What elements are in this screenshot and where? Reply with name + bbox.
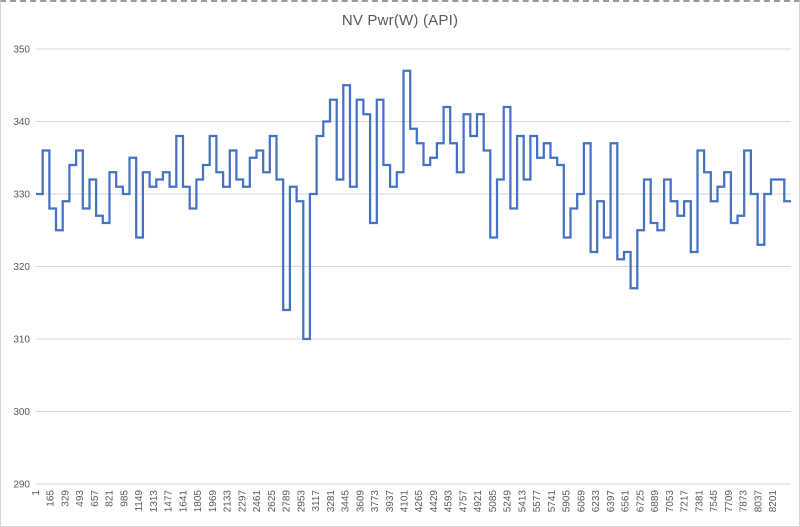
data-series-line	[36, 69, 791, 341]
x-axis-tick-label: 1805	[193, 490, 204, 513]
data-series	[36, 69, 791, 341]
x-axis-tick-label: 5249	[503, 490, 514, 513]
x-axis-tick-label: 7873	[739, 490, 750, 513]
y-axis-labels: 290 300 310 320 330 340 350	[13, 45, 30, 491]
x-axis-tick-label: 1477	[164, 490, 175, 513]
x-axis-tick-label: 8037	[753, 490, 764, 513]
x-axis-tick-label: 1641	[178, 490, 189, 513]
x-axis-tick-label: 4429	[429, 490, 440, 513]
x-axis-tick-label: 6725	[635, 490, 646, 513]
x-axis-tick-label: 4101	[400, 490, 411, 513]
x-axis-tick-label: 5085	[488, 490, 499, 513]
x-axis-tick-label: 6233	[591, 490, 602, 513]
y-axis-tick-label: 320	[13, 262, 30, 273]
x-axis-tick-label: 7053	[665, 490, 676, 513]
x-axis-tick-label: 7381	[694, 490, 705, 513]
y-axis-tick-label: 310	[13, 335, 30, 346]
x-axis-tick-label: 5905	[562, 490, 573, 513]
chart-title: NV Pwr(W) (API)	[341, 12, 459, 29]
x-axis-tick-label: 4921	[473, 490, 484, 513]
x-axis-tick-label: 3117	[311, 490, 322, 512]
x-axis-tick-label: 4265	[414, 490, 425, 513]
x-axis-tick-label: 5577	[532, 490, 543, 513]
x-axis-tick-label: 7545	[709, 490, 720, 513]
x-axis-tick-label: 7709	[724, 490, 735, 513]
y-axis-tick-label: 350	[13, 45, 30, 56]
gridlines	[36, 48, 791, 485]
x-axis-tick-label: 2461	[252, 490, 263, 513]
x-axis-tick-label: 6069	[576, 490, 587, 513]
x-axis-tick-label: 1969	[208, 490, 219, 513]
x-axis-labels: 1 165 329 493 657 821 985 1149 1313 1477 1641 1805 1…	[31, 490, 779, 513]
y-axis-tick-label: 330	[13, 190, 30, 201]
x-axis-tick-label: 2625	[267, 490, 278, 513]
x-axis-tick-label: 1313	[149, 490, 160, 513]
x-axis-tick-label: 165	[46, 490, 57, 507]
x-axis-tick-label: 6561	[621, 490, 632, 513]
x-axis-tick-label: 1149	[134, 490, 145, 512]
y-axis-tick-label: 340	[13, 117, 30, 128]
x-axis-tick-label: 2297	[237, 490, 248, 513]
x-axis-tick-label: 5741	[547, 490, 558, 513]
x-axis-tick-label: 3281	[326, 490, 337, 513]
x-axis-tick-label: 8201	[768, 490, 779, 513]
x-axis-tick-label: 6889	[650, 490, 661, 513]
y-axis-tick-label: 290	[13, 480, 30, 491]
x-axis-tick-label: 3609	[355, 490, 366, 513]
x-axis-tick-label: 2133	[223, 490, 234, 513]
x-axis-tick-label: 4593	[444, 490, 455, 513]
x-axis-tick-label: 1	[31, 490, 42, 496]
x-axis-tick-label: 985	[119, 490, 130, 507]
x-axis-tick-label: 2953	[296, 490, 307, 513]
x-axis-tick-label: 4757	[458, 490, 469, 513]
x-axis-tick-label: 821	[105, 490, 116, 507]
x-axis-tick-label: 7217	[680, 490, 691, 513]
x-axis-tick-label: 3445	[341, 490, 352, 513]
x-axis-tick-label: 2789	[282, 490, 293, 513]
x-axis-tick-label: 6397	[606, 490, 617, 513]
x-axis-tick-label: 329	[60, 490, 71, 507]
y-axis-tick-label: 300	[13, 407, 30, 418]
x-axis-tick-label: 657	[90, 490, 101, 507]
x-axis-tick-label: 3937	[385, 490, 396, 513]
x-axis-tick-label: 3773	[370, 490, 381, 513]
x-axis-tick-label: 493	[75, 490, 86, 507]
x-axis-tick-label: 5413	[517, 490, 528, 513]
